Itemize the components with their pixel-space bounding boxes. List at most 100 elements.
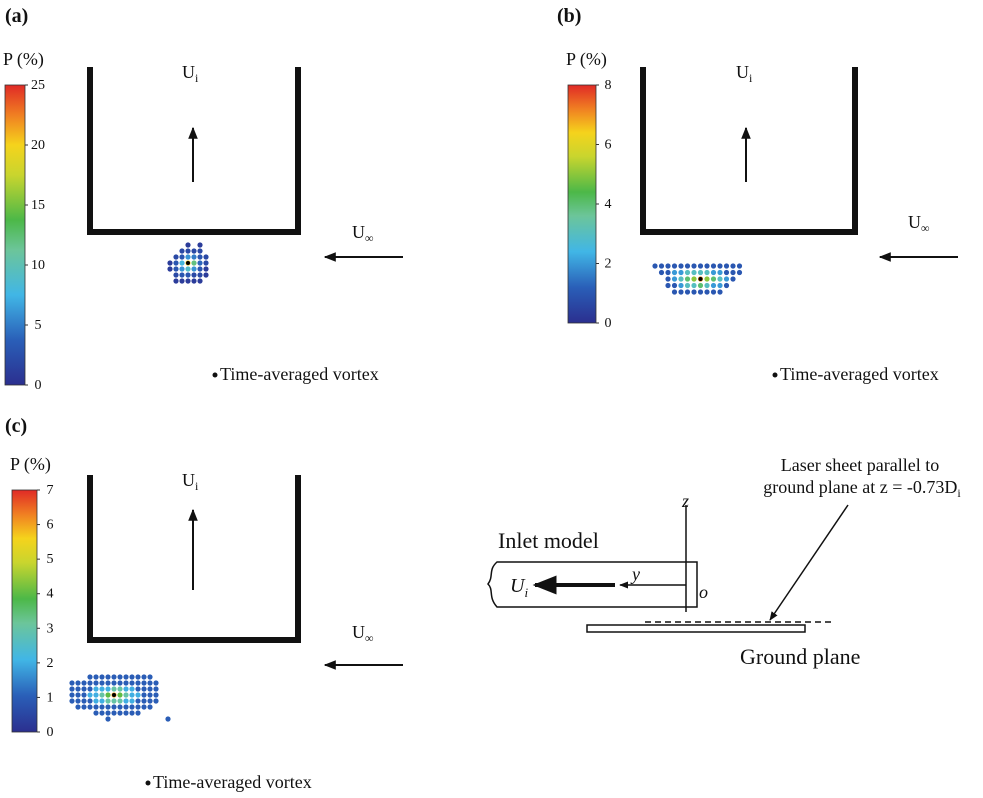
- probability-dot: [173, 272, 179, 278]
- probability-dot: [704, 263, 710, 269]
- colorbar: [567, 84, 597, 324]
- inlet-outline: [640, 67, 858, 235]
- laser-text-2: ground plane at z = -0.73Di: [763, 477, 961, 500]
- tick-label: 10: [31, 258, 45, 273]
- probability-dot: [105, 698, 111, 704]
- probability-dot: [69, 692, 75, 698]
- probability-dot: [105, 674, 111, 680]
- probability-dot: [147, 686, 153, 692]
- tick-label: 25: [31, 78, 45, 93]
- probability-dot: [665, 269, 671, 276]
- probability-dot: [671, 289, 678, 295]
- tick-label: 6: [605, 138, 612, 153]
- probability-dot: [665, 282, 671, 289]
- probability-dot: [99, 710, 105, 716]
- probability-dot: [197, 266, 203, 272]
- probability-dot: [69, 698, 75, 704]
- probability-dot: [179, 254, 185, 260]
- subscript: ∞: [365, 231, 374, 245]
- symbol: U: [182, 470, 195, 490]
- probability-dot: [704, 269, 710, 276]
- probability-dot: [117, 698, 123, 704]
- text: ground plane at z = -0.73D: [763, 477, 957, 497]
- inlet-velocity: Ui: [736, 62, 753, 85]
- probability-dot: [75, 680, 81, 686]
- probability-dot: [671, 263, 678, 269]
- probability-dot: [141, 692, 147, 698]
- probability-dot: [135, 692, 141, 698]
- probability-dot: [87, 686, 93, 692]
- probability-dot: [135, 680, 141, 686]
- probability-dot: [135, 704, 141, 710]
- probability-dot: [203, 260, 209, 266]
- probability-dot: [730, 269, 736, 276]
- probability-dot: [81, 704, 87, 710]
- probability-dot: [658, 263, 665, 269]
- pointer-arrow: [769, 504, 849, 621]
- probability-dot: [704, 282, 710, 289]
- legend-dot: [772, 372, 778, 378]
- probability-dot: [717, 282, 723, 289]
- symbol: U: [182, 62, 195, 82]
- probability-dot: [203, 266, 209, 272]
- vortex-center: [698, 277, 703, 281]
- probability-dot: [165, 716, 171, 722]
- legend-dot: [145, 780, 151, 786]
- probability-dot: [123, 710, 129, 716]
- probability-dot: [704, 276, 710, 282]
- probability-dot: [678, 289, 684, 295]
- symbol: U: [510, 575, 526, 597]
- probability-dot: [141, 698, 147, 704]
- probability-dot: [117, 704, 123, 710]
- probability-dot: [658, 269, 665, 276]
- tick-label: 0: [47, 725, 54, 740]
- vortex-center: [186, 261, 190, 265]
- probability-dot: [75, 704, 81, 710]
- ground-plane-label: Ground plane: [740, 644, 860, 669]
- probability-dot: [678, 269, 684, 276]
- probability-dot: [111, 698, 117, 704]
- probability-dot: [147, 698, 153, 704]
- probability-dot: [153, 692, 159, 698]
- probability-dot: [185, 266, 191, 272]
- probability-dot: [684, 289, 691, 295]
- probability-dot: [723, 269, 730, 276]
- probability-dot: [135, 686, 141, 692]
- probability-dot: [191, 266, 197, 272]
- tick-label: 5: [35, 318, 42, 333]
- symbol: U: [352, 222, 365, 242]
- probability-dot: [179, 266, 185, 272]
- probability-dot: [185, 278, 191, 284]
- probability-dot: [99, 674, 105, 680]
- probability-dot: [697, 282, 704, 289]
- colorbar: [4, 84, 26, 386]
- legend: Time-averaged vortex: [780, 364, 939, 384]
- probability-dot: [691, 289, 697, 295]
- probability-dot: [678, 263, 684, 269]
- probability-dot: [717, 263, 723, 269]
- tick-label: 7: [47, 483, 54, 498]
- probability-dot: [736, 263, 743, 269]
- probability-dot: [117, 680, 123, 686]
- probability-dot: [723, 263, 730, 269]
- colorbar-title: P (%): [10, 454, 51, 475]
- probability-dot: [87, 692, 93, 698]
- probability-dot: [153, 698, 159, 704]
- probability-dot: [87, 680, 93, 686]
- probability-dot: [81, 686, 87, 692]
- probability-dot: [129, 698, 135, 704]
- probability-dot: [99, 692, 105, 698]
- probability-dot: [75, 698, 81, 704]
- probability-dot: [105, 686, 111, 692]
- probability-dot: [87, 704, 93, 710]
- probability-dot: [167, 260, 173, 266]
- tick-label: 2: [605, 257, 612, 272]
- probability-dot: [111, 704, 117, 710]
- probability-dot: [111, 674, 117, 680]
- probability-dot: [129, 680, 135, 686]
- colorbar: [11, 489, 38, 733]
- probability-dot: [147, 674, 153, 680]
